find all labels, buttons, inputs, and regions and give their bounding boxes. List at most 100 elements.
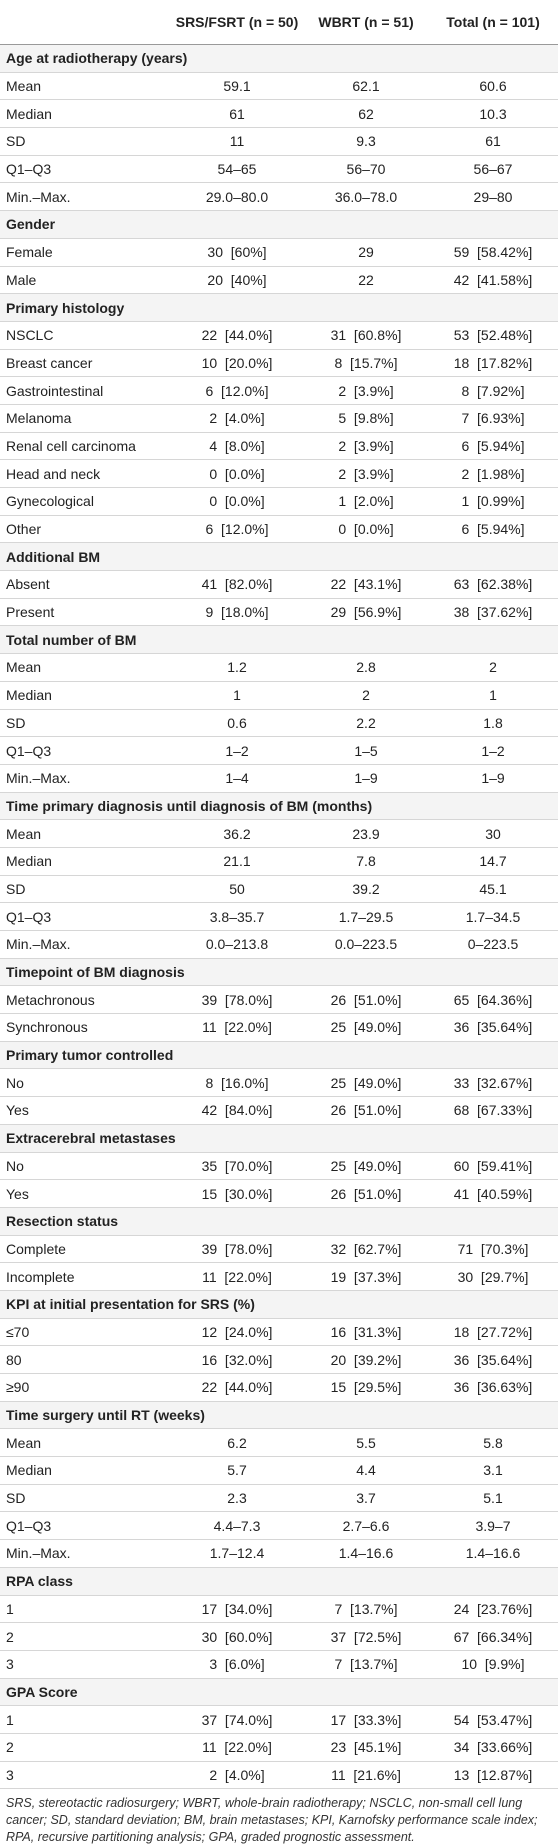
cell: 15 [30.0%] xyxy=(170,1179,304,1208)
cell: 6 [5.94%] xyxy=(428,515,558,544)
cell: 25 [49.0%] xyxy=(304,1152,428,1181)
section-title: Additional BM xyxy=(0,542,558,572)
cell: 0–223.5 xyxy=(428,930,558,959)
cell: 29.0–80.0 xyxy=(170,182,304,212)
cell: 61 xyxy=(428,127,558,156)
cell: 1.8 xyxy=(428,709,558,738)
cell: 67 [66.34%] xyxy=(428,1622,558,1651)
section-row: Additional BM xyxy=(0,542,558,572)
row-label: Complete xyxy=(0,1235,170,1264)
row-label: Breast cancer xyxy=(0,349,170,378)
row-label: Other xyxy=(0,515,170,544)
header-cell: WBRT (n = 51) xyxy=(304,0,428,45)
section-row: Extracerebral metastases xyxy=(0,1124,558,1153)
data-row: Breast cancer 10 [20.0%] 8 [15.7%] 18 [17.8… xyxy=(0,349,558,378)
section-title: GPA Score xyxy=(0,1678,558,1707)
section-row: Timepoint of BM diagnosis xyxy=(0,958,558,987)
cell: 3.7 xyxy=(304,1484,428,1513)
cell: 39.2 xyxy=(304,875,428,904)
cell: 16 [31.3%] xyxy=(304,1318,428,1347)
section-row: Total number of BM xyxy=(0,625,558,655)
row-label: No xyxy=(0,1068,170,1098)
row-label: 2 xyxy=(0,1733,170,1762)
cell: 0 [0.0%] xyxy=(170,487,304,516)
row-label: Synchronous xyxy=(0,1013,170,1042)
section-row: Age at radiotherapy (years) xyxy=(0,44,558,73)
data-row: ≤70 12 [24.0%] 16 [31.3%] 18 [27.72%] xyxy=(0,1318,558,1347)
row-label: Yes xyxy=(0,1179,170,1208)
data-row: Male 20 [40%] 22 42 [41.58%] xyxy=(0,266,558,295)
header-row: SRS/FSRT (n = 50) WBRT (n = 51) Total (n… xyxy=(0,0,558,45)
cell: 11 [22.0%] xyxy=(170,1013,304,1042)
cell: 0.6 xyxy=(170,709,304,738)
row-label: Q1–Q3 xyxy=(0,736,170,765)
data-row: Q1–Q3 4.4–7.3 2.7–6.6 3.9–7 xyxy=(0,1511,558,1541)
cell: 2 xyxy=(304,681,428,710)
row-label: Q1–Q3 xyxy=(0,1511,170,1541)
cell: 11 [21.6%] xyxy=(304,1761,428,1790)
row-label: ≥90 xyxy=(0,1373,170,1402)
row-label: Min.–Max. xyxy=(0,764,170,793)
cell: 2.7–6.6 xyxy=(304,1511,428,1541)
row-label: Melanoma xyxy=(0,404,170,433)
data-row: Min.–Max. 1.7–12.4 1.4–16.6 1.4–16.6 xyxy=(0,1539,558,1568)
cell: 25 [49.0%] xyxy=(304,1013,428,1042)
row-label: 1 xyxy=(0,1705,170,1734)
data-row: No 8 [16.0%] 25 [49.0%] 33 [32.67%] xyxy=(0,1068,558,1098)
data-row: Mean 59.1 62.1 60.6 xyxy=(0,72,558,101)
row-label: 2 xyxy=(0,1622,170,1651)
cell: 7 [13.7%] xyxy=(304,1595,428,1624)
cell: 10 [20.0%] xyxy=(170,349,304,378)
row-label: Yes xyxy=(0,1096,170,1125)
cell: 56–67 xyxy=(428,155,558,184)
data-row: Median 21.1 7.8 14.7 xyxy=(0,847,558,876)
data-row: 1 37 [74.0%] 17 [33.3%] 54 [53.47%] xyxy=(0,1705,558,1734)
cell: 30 [60.0%] xyxy=(170,1622,304,1651)
row-label: 3 xyxy=(0,1650,170,1679)
cell: 20 [40%] xyxy=(170,266,304,295)
cell: 60 [59.41%] xyxy=(428,1152,558,1181)
cell: 5.8 xyxy=(428,1428,558,1458)
cell: 2 [3.9%] xyxy=(304,432,428,461)
row-label: 1 xyxy=(0,1595,170,1624)
cell: 12 [24.0%] xyxy=(170,1318,304,1347)
cell: 30 xyxy=(428,819,558,848)
data-row: Female 30 [60%] 29 59 [58.42%] xyxy=(0,238,558,267)
cell: 36 [36.63%] xyxy=(428,1373,558,1402)
cell: 61 xyxy=(170,99,304,129)
row-label: ≤70 xyxy=(0,1318,170,1347)
cell: 29 [56.9%] xyxy=(304,598,428,627)
data-row: ≥90 22 [44.0%] 15 [29.5%] 36 [36.63%] xyxy=(0,1373,558,1402)
cell: 20 [39.2%] xyxy=(304,1345,428,1374)
row-label: Q1–Q3 xyxy=(0,902,170,931)
cell: 29 xyxy=(304,238,428,267)
cell: 6.2 xyxy=(170,1428,304,1458)
data-row: Other 6 [12.0%] 0 [0.0%] 6 [5.94%] xyxy=(0,515,558,544)
cell: 65 [64.36%] xyxy=(428,985,558,1015)
row-label: Incomplete xyxy=(0,1262,170,1291)
cell: 23 [45.1%] xyxy=(304,1733,428,1762)
row-label: SD xyxy=(0,709,170,738)
row-label: Head and neck xyxy=(0,459,170,488)
data-row: 2 30 [60.0%] 37 [72.5%] 67 [66.34%] xyxy=(0,1622,558,1651)
section-title: Age at radiotherapy (years) xyxy=(0,44,558,73)
row-label: Median xyxy=(0,99,170,129)
cell: 1.7–34.5 xyxy=(428,902,558,931)
cell: 2 [3.9%] xyxy=(304,459,428,488)
cell: 36 [35.64%] xyxy=(428,1345,558,1374)
row-label: Q1–Q3 xyxy=(0,155,170,184)
data-row: Head and neck 0 [0.0%] 2 [3.9%] 2 [1.98%] xyxy=(0,459,558,488)
cell: 10.3 xyxy=(428,99,558,129)
cell: 26 [51.0%] xyxy=(304,985,428,1015)
cell: 1–5 xyxy=(304,736,428,765)
section-row: Time primary diagnosis until diagnosis o… xyxy=(0,792,558,821)
cell: 50 xyxy=(170,875,304,904)
cell: 38 [37.62%] xyxy=(428,598,558,627)
cell: 42 [41.58%] xyxy=(428,266,558,295)
section-title: KPI at initial presentation for SRS (%) xyxy=(0,1290,558,1319)
cell: 9 [18.0%] xyxy=(170,598,304,627)
data-row: SD 2.3 3.7 5.1 xyxy=(0,1484,558,1513)
